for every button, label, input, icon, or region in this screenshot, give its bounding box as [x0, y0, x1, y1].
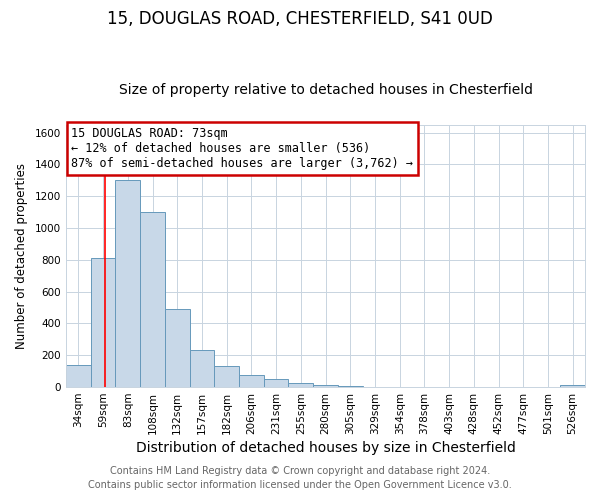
Text: 15 DOUGLAS ROAD: 73sqm
← 12% of detached houses are smaller (536)
87% of semi-de: 15 DOUGLAS ROAD: 73sqm ← 12% of detached… [71, 127, 413, 170]
Bar [115, 180, 140, 387]
Bar [338, 386, 362, 387]
Bar [91, 258, 115, 387]
Bar [165, 309, 190, 387]
Text: Contains HM Land Registry data © Crown copyright and database right 2024.
Contai: Contains HM Land Registry data © Crown c… [88, 466, 512, 490]
Bar [560, 386, 585, 387]
Title: Size of property relative to detached houses in Chesterfield: Size of property relative to detached ho… [119, 83, 533, 97]
Y-axis label: Number of detached properties: Number of detached properties [15, 163, 28, 349]
X-axis label: Distribution of detached houses by size in Chesterfield: Distribution of detached houses by size … [136, 441, 515, 455]
Bar [239, 375, 264, 387]
Bar [190, 350, 214, 387]
Bar [289, 383, 313, 387]
Bar [66, 365, 91, 387]
Text: 15, DOUGLAS ROAD, CHESTERFIELD, S41 0UD: 15, DOUGLAS ROAD, CHESTERFIELD, S41 0UD [107, 10, 493, 28]
Bar [140, 212, 165, 387]
Bar [264, 379, 289, 387]
Bar [214, 366, 239, 387]
Bar [313, 384, 338, 387]
